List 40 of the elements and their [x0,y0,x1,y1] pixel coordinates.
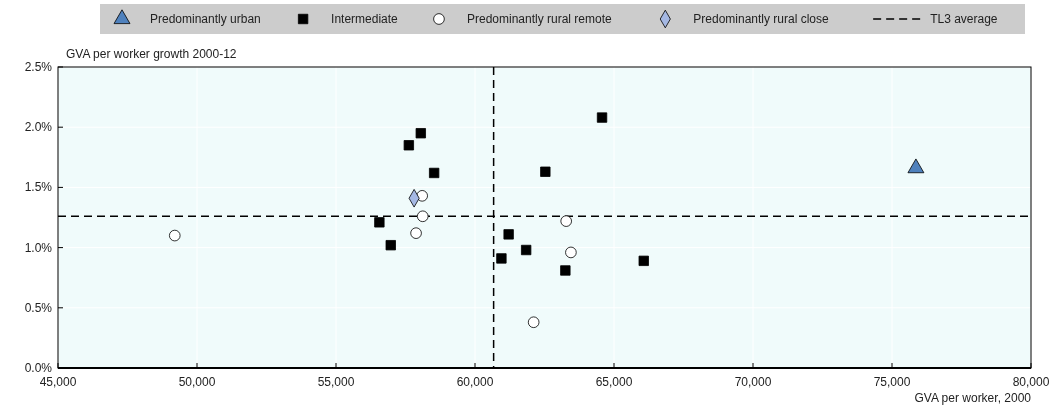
x-tick-label: 55,000 [317,375,355,389]
x-axis-title: GVA per worker, 2000 [914,391,1032,405]
point [638,255,649,266]
point [374,217,385,228]
point [403,140,414,151]
x-tick-label: 50,000 [178,375,216,389]
point [410,227,422,239]
y-tick-label: 2.5% [24,60,53,74]
point [416,210,429,223]
legend-label: Predominantly rural close [693,12,830,26]
y-axis-title: GVA per worker growth 2000-12 [66,47,237,61]
y-tick-label: 0.5% [24,300,53,315]
legend-label: Predominantly urban [150,12,261,26]
point [496,253,507,264]
y-tick-label: 2.0% [24,120,53,135]
point [385,240,396,251]
legend-label: Predominantly rural remote [466,12,613,26]
y-tick-label: 1.5% [24,180,53,195]
point [503,229,514,240]
point [540,166,551,177]
point [428,167,440,179]
x-tick-label: 65,000 [595,375,633,389]
y-tick-label: 1.0% [24,240,53,255]
point [521,244,532,256]
point [560,265,571,276]
point [527,316,540,328]
legend-label: TL3 average [930,12,998,26]
legend-label: Intermediate [331,12,399,26]
y-tick-label: 0.0% [24,361,53,375]
point [416,190,428,202]
point [415,128,426,139]
point [596,112,608,123]
x-tick-label: 70,000 [734,375,772,389]
x-tick-label: 80,000 [1012,375,1050,389]
x-tick-label: 60,000 [456,375,494,389]
point [565,246,577,259]
point [560,215,572,227]
x-tick-label: 45,000 [39,375,77,389]
point [169,229,181,242]
x-tick-label: 75,000 [873,375,911,389]
